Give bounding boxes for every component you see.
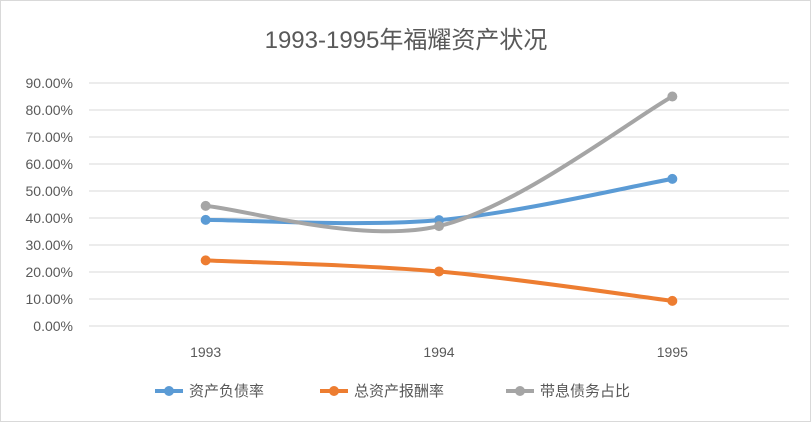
y-tick-label: 50.00% xyxy=(26,183,73,199)
legend-label: 带息债务占比 xyxy=(540,383,630,400)
gridlines xyxy=(89,82,789,327)
data-point xyxy=(667,173,678,184)
data-point xyxy=(434,221,444,232)
data-point xyxy=(200,200,211,211)
legend-swatch-marker xyxy=(515,386,525,396)
y-tick-label: 10.00% xyxy=(26,291,73,307)
legend-swatch-marker xyxy=(329,386,339,396)
legend-label: 资产负债率 xyxy=(189,383,264,400)
x-axis-ticks: 1993 1994 1995 xyxy=(190,344,688,360)
x-tick-label: 1993 xyxy=(190,344,221,360)
x-tick-label: 1994 xyxy=(423,344,454,360)
data-point xyxy=(200,214,211,225)
data-point xyxy=(667,295,678,306)
series-lines xyxy=(200,91,678,306)
y-axis-ticks: 0.00% 10.00% 20.00% 30.00% 40.00% 50.00% 60.00… xyxy=(26,75,73,334)
y-tick-label: 30.00% xyxy=(26,237,73,253)
y-tick-label: 60.00% xyxy=(26,156,73,172)
series-3 xyxy=(200,91,678,234)
data-point xyxy=(667,91,678,102)
y-tick-label: 40.00% xyxy=(26,210,73,226)
series-2 xyxy=(200,255,678,306)
legend-swatch-marker xyxy=(164,386,174,396)
data-point xyxy=(200,255,211,266)
legend: 资产负债率 总资产报酬率 带息债务占比 xyxy=(155,383,630,400)
y-tick-label: 0.00% xyxy=(33,318,73,334)
legend-label: 总资产报酬率 xyxy=(354,383,444,400)
chart-title: 1993-1995年福耀资产状况 xyxy=(265,27,548,54)
legend-item: 带息债务占比 xyxy=(506,383,630,400)
x-tick-label: 1995 xyxy=(657,344,688,360)
y-tick-label: 90.00% xyxy=(26,75,73,91)
legend-item: 总资产报酬率 xyxy=(320,383,444,400)
y-tick-label: 20.00% xyxy=(26,264,73,280)
y-tick-label: 70.00% xyxy=(26,129,73,145)
y-tick-label: 80.00% xyxy=(26,102,73,118)
legend-item: 资产负债率 xyxy=(155,383,264,400)
data-point xyxy=(434,266,444,277)
